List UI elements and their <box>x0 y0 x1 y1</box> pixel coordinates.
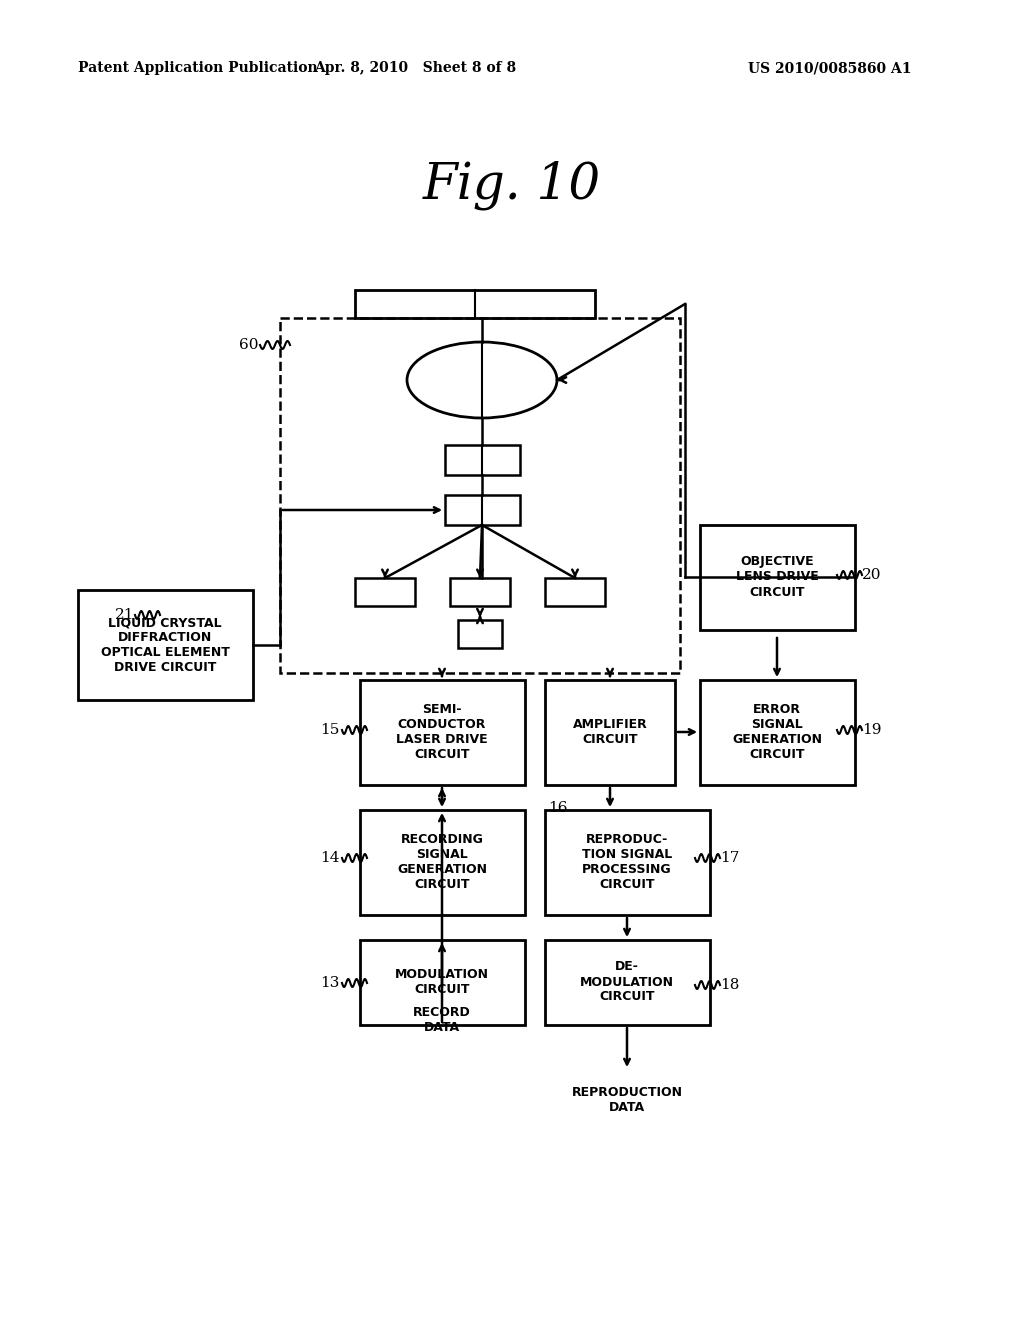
Text: LIQUID CRYSTAL
DIFFRACTION
OPTICAL ELEMENT
DRIVE CIRCUIT: LIQUID CRYSTAL DIFFRACTION OPTICAL ELEME… <box>100 616 229 675</box>
Text: MODULATION
CIRCUIT: MODULATION CIRCUIT <box>395 968 489 997</box>
Text: ERROR
SIGNAL
GENERATION
CIRCUIT: ERROR SIGNAL GENERATION CIRCUIT <box>732 704 822 762</box>
Text: SEMI-
CONDUCTOR
LASER DRIVE
CIRCUIT: SEMI- CONDUCTOR LASER DRIVE CIRCUIT <box>396 704 487 762</box>
Text: 19: 19 <box>862 723 882 737</box>
Text: REPRODUCTION
DATA: REPRODUCTION DATA <box>571 1086 683 1114</box>
Bar <box>458 620 502 648</box>
Text: RECORDING
SIGNAL
GENERATION
CIRCUIT: RECORDING SIGNAL GENERATION CIRCUIT <box>397 833 487 891</box>
Text: 14: 14 <box>321 851 340 865</box>
Text: REPRODUC-
TION SIGNAL
PROCESSING
CIRCUIT: REPRODUC- TION SIGNAL PROCESSING CIRCUIT <box>582 833 672 891</box>
Text: US 2010/0085860 A1: US 2010/0085860 A1 <box>749 61 911 75</box>
Bar <box>545 810 710 915</box>
Text: 18: 18 <box>720 978 739 993</box>
Bar <box>450 578 510 606</box>
Text: 16: 16 <box>548 801 567 814</box>
Text: OBJECTIVE
LENS DRIVE
CIRCUIT: OBJECTIVE LENS DRIVE CIRCUIT <box>735 556 818 598</box>
Text: 60: 60 <box>239 338 258 352</box>
Text: DE-
MODULATION
CIRCUIT: DE- MODULATION CIRCUIT <box>580 961 674 1003</box>
Bar <box>545 680 675 785</box>
Bar <box>355 290 595 318</box>
Bar <box>700 680 855 785</box>
Text: Fig. 10: Fig. 10 <box>423 160 601 210</box>
Bar <box>355 578 415 606</box>
Bar <box>360 940 525 1026</box>
Bar <box>545 940 710 1026</box>
Text: AMPLIFIER
CIRCUIT: AMPLIFIER CIRCUIT <box>572 718 647 746</box>
Ellipse shape <box>407 342 557 418</box>
Bar <box>445 445 520 475</box>
Bar <box>700 525 855 630</box>
Text: Patent Application Publication: Patent Application Publication <box>78 61 317 75</box>
Text: 15: 15 <box>321 723 340 737</box>
Bar <box>360 680 525 785</box>
Bar <box>78 590 253 700</box>
Bar <box>360 810 525 915</box>
Text: 17: 17 <box>720 851 739 865</box>
Bar <box>280 318 680 673</box>
Bar <box>545 578 605 606</box>
Text: 21: 21 <box>115 609 134 622</box>
Text: 13: 13 <box>321 975 340 990</box>
Text: Apr. 8, 2010   Sheet 8 of 8: Apr. 8, 2010 Sheet 8 of 8 <box>314 61 516 75</box>
Text: 20: 20 <box>862 568 882 582</box>
Text: RECORD
DATA: RECORD DATA <box>413 1006 471 1034</box>
Bar <box>445 495 520 525</box>
